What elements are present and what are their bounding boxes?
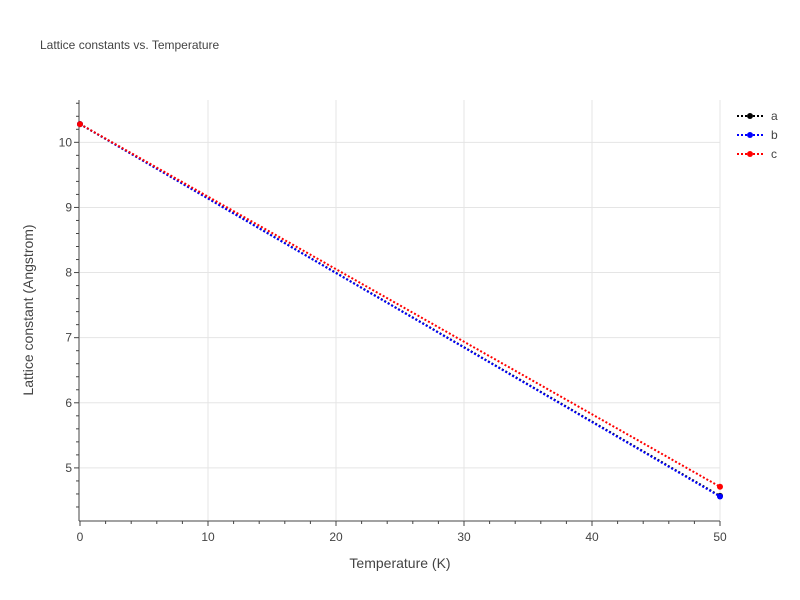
chart-title: Lattice constants vs. Temperature [40, 38, 220, 52]
legend-label: c [771, 146, 777, 161]
x-axis-title: Temperature (K) [349, 555, 450, 571]
legend-marker [747, 112, 753, 119]
legend-label: b [771, 127, 778, 142]
y-axis-title: Lattice constant (Angstrom) [20, 224, 36, 395]
y-tick-label: 10 [59, 135, 73, 149]
legend-item-b[interactable]: b [735, 125, 778, 144]
data-point-c[interactable] [77, 121, 83, 128]
legend-swatch [737, 131, 763, 138]
x-tick-label: 20 [329, 530, 343, 544]
x-tick-label: 10 [201, 530, 215, 544]
legend-swatch [737, 150, 763, 157]
y-tick-label: 8 [65, 266, 72, 280]
legend-item-a[interactable]: a [735, 106, 778, 125]
data-point-c[interactable] [717, 483, 723, 490]
data-point-b[interactable] [717, 493, 723, 500]
x-tick-label: 40 [585, 530, 599, 544]
y-tick-label: 5 [65, 461, 72, 475]
y-tick-label: 7 [65, 331, 72, 345]
legend-marker [747, 150, 753, 157]
x-tick-label: 30 [457, 530, 471, 544]
legend-swatch [737, 112, 763, 119]
y-tick-label: 9 [65, 200, 72, 214]
y-tick-label: 6 [65, 396, 72, 410]
series-line-b [79, 123, 721, 498]
x-tick-label: 50 [713, 530, 727, 544]
legend-item-c[interactable]: c [735, 144, 778, 163]
x-tick-label: 0 [77, 530, 84, 544]
legend-marker [747, 131, 753, 138]
legend-label: a [771, 108, 778, 123]
series-line-c [79, 123, 721, 488]
